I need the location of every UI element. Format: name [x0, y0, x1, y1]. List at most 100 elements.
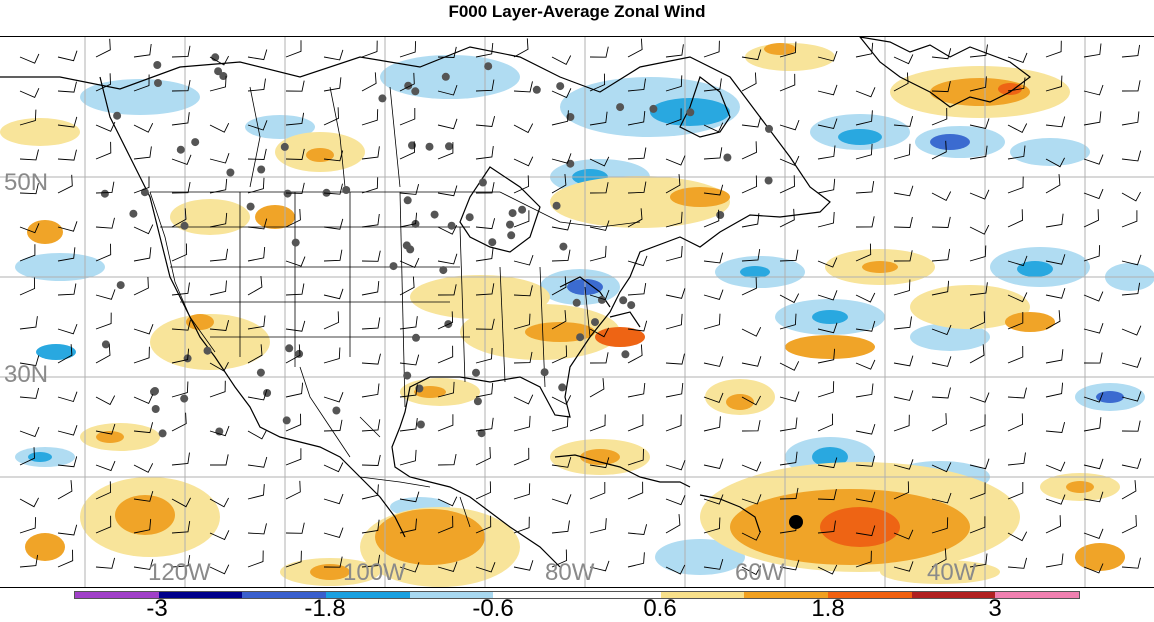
wind-barb	[437, 142, 454, 160]
wind-barb	[57, 391, 78, 403]
wind-barb	[95, 481, 112, 500]
lon-label-60w: 60W	[735, 559, 785, 586]
station-dot	[566, 159, 575, 168]
wind-barb	[399, 183, 420, 195]
wind-barb	[1121, 210, 1138, 228]
wind-barb	[361, 554, 381, 568]
wind-barb	[931, 48, 952, 60]
wind-barb	[817, 457, 838, 469]
wind-barb	[893, 414, 910, 432]
station-dot	[765, 124, 773, 133]
wind-barb	[247, 218, 268, 230]
wind-barb	[19, 355, 40, 367]
wind-barb	[57, 480, 73, 500]
wind-barb	[57, 425, 78, 436]
station-dot	[478, 178, 487, 187]
wind-barb	[1007, 387, 1027, 399]
wind-barb	[969, 458, 990, 470]
wind-barb	[19, 387, 40, 399]
colorbar-swatch	[995, 592, 1080, 598]
wind-barb	[855, 525, 876, 537]
wind-barb	[1007, 123, 1028, 134]
wind-barb	[513, 516, 530, 534]
station-dot	[257, 165, 266, 174]
wind-barb	[893, 459, 914, 470]
wind-barb	[247, 148, 267, 160]
wind-barb	[171, 282, 190, 296]
wind-barb	[475, 417, 494, 432]
wind-barb	[437, 311, 454, 330]
wind-barb	[1121, 111, 1140, 126]
station-dot	[686, 108, 695, 117]
wind-barb	[171, 154, 192, 165]
wind-barb	[665, 514, 681, 534]
wind-barb	[57, 524, 78, 536]
wind-barb	[475, 79, 495, 92]
wind-barb	[133, 146, 152, 160]
wind-barb	[817, 118, 838, 130]
wind-barb	[1007, 176, 1024, 194]
wind-barb	[323, 392, 344, 403]
wind-barb	[171, 521, 191, 534]
station-dot	[764, 176, 773, 185]
wind-barb	[513, 254, 534, 266]
wind-barb	[665, 288, 686, 299]
lon-label-100w: 100W	[343, 559, 406, 586]
wind-barb	[171, 319, 191, 331]
wind-barb	[627, 344, 643, 364]
wind-barb	[779, 249, 799, 262]
wind-barb	[247, 315, 266, 330]
wind-barb	[1121, 391, 1142, 402]
wind-barb	[627, 208, 643, 228]
wind-barb	[95, 289, 116, 300]
wind-barb	[475, 115, 496, 127]
wind-barb	[1083, 417, 1102, 432]
wind-barb	[703, 416, 721, 432]
wind-barb	[741, 277, 757, 296]
wind-barb	[931, 413, 947, 432]
wind-barb	[475, 218, 496, 230]
station-dot	[246, 202, 255, 211]
wind-barb	[247, 276, 263, 296]
lat-label-30n: 30N	[4, 361, 49, 388]
wind-barb	[779, 175, 795, 194]
wind-barb	[285, 112, 305, 126]
wind-barb	[893, 279, 911, 296]
wind-barb	[741, 461, 762, 472]
wind-barb	[133, 490, 154, 502]
wind-barb	[893, 54, 914, 65]
wind-barb	[855, 110, 873, 126]
wind-barb	[209, 212, 228, 228]
wind-barb	[1007, 452, 1026, 466]
wind-barb	[1045, 382, 1064, 398]
wind-barb	[399, 108, 416, 126]
wind-barb	[57, 247, 76, 262]
wind-barb	[399, 354, 420, 366]
wind-barb	[361, 281, 380, 296]
wind-barb	[475, 247, 494, 262]
wind-barb	[741, 175, 758, 194]
wind-barb	[741, 72, 757, 92]
wind-barb	[323, 49, 344, 61]
station-dot	[540, 368, 549, 377]
wind-barb	[209, 497, 229, 508]
wind-barb	[1045, 287, 1066, 299]
station-dot	[116, 281, 125, 290]
wind-barb	[855, 181, 875, 194]
wind-barb	[551, 456, 572, 468]
wind-barb	[1121, 44, 1141, 58]
station-dot	[477, 429, 486, 438]
wind-barb	[437, 515, 454, 534]
wind-barb	[19, 447, 35, 466]
wind-barb	[627, 320, 648, 332]
station-dot	[621, 350, 630, 359]
wind-barb	[133, 394, 154, 404]
wind-barb	[1083, 154, 1104, 165]
wind-barb	[437, 253, 458, 265]
wind-barb	[399, 491, 420, 503]
station-dot	[158, 429, 167, 438]
wind-barb	[1007, 145, 1026, 160]
wind-barb	[513, 38, 529, 58]
wind-barb	[285, 382, 304, 398]
wind-barb	[551, 219, 572, 231]
